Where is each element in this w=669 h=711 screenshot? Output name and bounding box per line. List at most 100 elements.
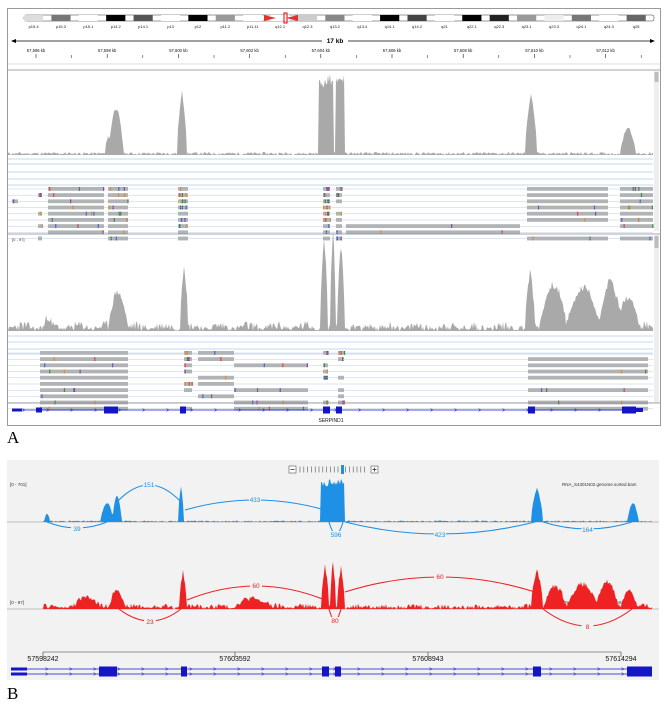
gene-exon <box>322 671 329 677</box>
junction-count-bg <box>143 481 155 488</box>
junction-track-1 <box>8 158 653 186</box>
gene-exon <box>533 666 541 672</box>
ideogram-band-label: p14.1 <box>138 24 149 29</box>
strand-arrow-icon <box>381 667 385 671</box>
ruler-tick-label: 57,598 kb <box>98 48 117 53</box>
strand-arrow-icon <box>165 667 169 671</box>
sashimi-coverage-2 <box>43 561 652 609</box>
coordinate-label: 57603592 <box>219 656 250 663</box>
junction-count: 423 <box>435 532 446 539</box>
strand-arrow-icon <box>21 672 25 676</box>
track2-range-b: [0 - 97] <box>10 600 24 605</box>
ideogram-band <box>517 15 537 21</box>
strand-arrow-icon <box>357 672 361 676</box>
gene-exon <box>528 406 535 414</box>
strand-arrow-icon <box>285 667 289 671</box>
strand-arrow-icon <box>117 672 121 676</box>
gene-model-b[interactable] <box>11 666 652 677</box>
strand-arrow-icon <box>93 672 97 676</box>
gene-exon <box>104 406 118 414</box>
strand-arrow-icon <box>621 667 625 671</box>
gene-exon <box>180 406 186 414</box>
junction-count-bg <box>249 496 261 503</box>
ideogram-band-label: p14.2 <box>111 24 122 29</box>
ruler: 57,596 kb 57,598 kb 57,600 kb 57,602 kb 57,6… <box>27 48 669 58</box>
panel-label-a: A <box>7 428 20 447</box>
span-label-bg <box>322 36 348 45</box>
gene-exon <box>335 671 341 677</box>
junction-count: 151 <box>144 482 155 489</box>
ideogram-band-label: q24.3 <box>604 24 615 29</box>
ideogram-band <box>160 15 181 21</box>
strand-arrow-icon <box>574 408 578 412</box>
ideogram-labels: p15.4 p15.3 p15.1 p14.2 p14.1 p13 p12 p11.2 p11.… <box>29 24 641 29</box>
ideogram-band-label: q22.1 <box>467 24 478 29</box>
strand-arrow-icon <box>189 672 193 676</box>
strand-arrow-icon <box>94 408 98 412</box>
gene-exon <box>323 406 330 414</box>
ideogram-band-label: p15.1 <box>83 24 94 29</box>
strand-arrow-icon <box>502 408 506 412</box>
gene-exon <box>99 666 117 672</box>
track2-scrollbar[interactable] <box>654 235 659 403</box>
ideogram-band-label: q12.3 <box>302 24 313 29</box>
ideogram-band <box>215 15 235 21</box>
ideogram-band-label: q23.3 <box>549 24 560 29</box>
strand-arrow-icon <box>405 667 409 671</box>
current-region-marker <box>283 12 288 24</box>
coordinate-label: 57614294 <box>605 656 636 663</box>
sashimi-coverage-1 <box>43 478 652 522</box>
zoom-slider-handle[interactable] <box>341 465 344 474</box>
strand-arrow-icon <box>46 408 50 412</box>
strand-arrow-icon <box>382 408 386 412</box>
ruler-tick-label: 57,606 kb <box>383 48 402 53</box>
strand-arrow-icon <box>261 672 265 676</box>
zoom-slider[interactable] <box>299 466 365 473</box>
junction-count-bg <box>581 526 594 533</box>
span-arrow-right-icon <box>650 39 655 43</box>
track1-scroll-thumb[interactable] <box>654 72 659 82</box>
gene-exon <box>336 406 342 414</box>
gene-model-serpind1[interactable] <box>12 406 643 414</box>
ruler-tick-label: 57,604 kb <box>312 48 331 53</box>
igv-view-a: p15.4 p15.3 p15.1 p14.2 p14.1 p13 p12 p11.2 p11.… <box>8 12 669 424</box>
ideogram-band <box>133 15 153 21</box>
strand-arrow-icon <box>358 408 362 412</box>
gene-exon <box>36 407 42 413</box>
sashimi-junctions-2: 60 60 23 80 8 <box>118 573 633 631</box>
chromosome-ideogram[interactable] <box>23 12 655 24</box>
junction-count: 39 <box>73 526 81 533</box>
junction-count: 164 <box>582 527 593 534</box>
strand-arrow-icon <box>213 667 217 671</box>
panel-label-b: B <box>7 684 19 703</box>
strand-arrow-icon <box>501 667 505 671</box>
strand-arrow-icon <box>214 408 218 412</box>
ideogram-band <box>188 15 208 21</box>
strand-arrow-icon <box>549 667 553 671</box>
junction-count-bg <box>581 623 594 630</box>
track2-scroll-thumb[interactable] <box>654 236 659 248</box>
ideogram-band <box>544 15 564 21</box>
ideogram-band-label: q23.1 <box>522 24 533 29</box>
centromere-right-icon <box>286 15 298 21</box>
gene-label: SERPIND1 <box>318 418 343 424</box>
ideogram-band-label: q25 <box>633 24 640 29</box>
zoom-control[interactable] <box>288 465 379 474</box>
ruler-tick-label: 57,610 kb <box>525 48 544 53</box>
junction-count: 60 <box>252 583 260 590</box>
ideogram-band <box>297 15 318 21</box>
strand-arrow-icon <box>238 408 242 412</box>
strand-arrow-icon <box>69 667 73 671</box>
strand-arrow-icon <box>22 408 26 412</box>
junction-count: 23 <box>146 619 154 626</box>
strand-arrow-icon <box>477 672 481 676</box>
strand-arrow-icon <box>429 667 433 671</box>
track1-scrollbar[interactable] <box>654 71 659 231</box>
strand-arrow-icon <box>406 408 410 412</box>
strand-arrow-icon <box>453 667 457 671</box>
strand-arrow-icon <box>310 408 314 412</box>
ideogram-band <box>270 15 290 21</box>
gene-exon <box>181 671 187 677</box>
junction-count-bg <box>71 525 83 532</box>
strand-arrow-icon <box>333 672 337 676</box>
